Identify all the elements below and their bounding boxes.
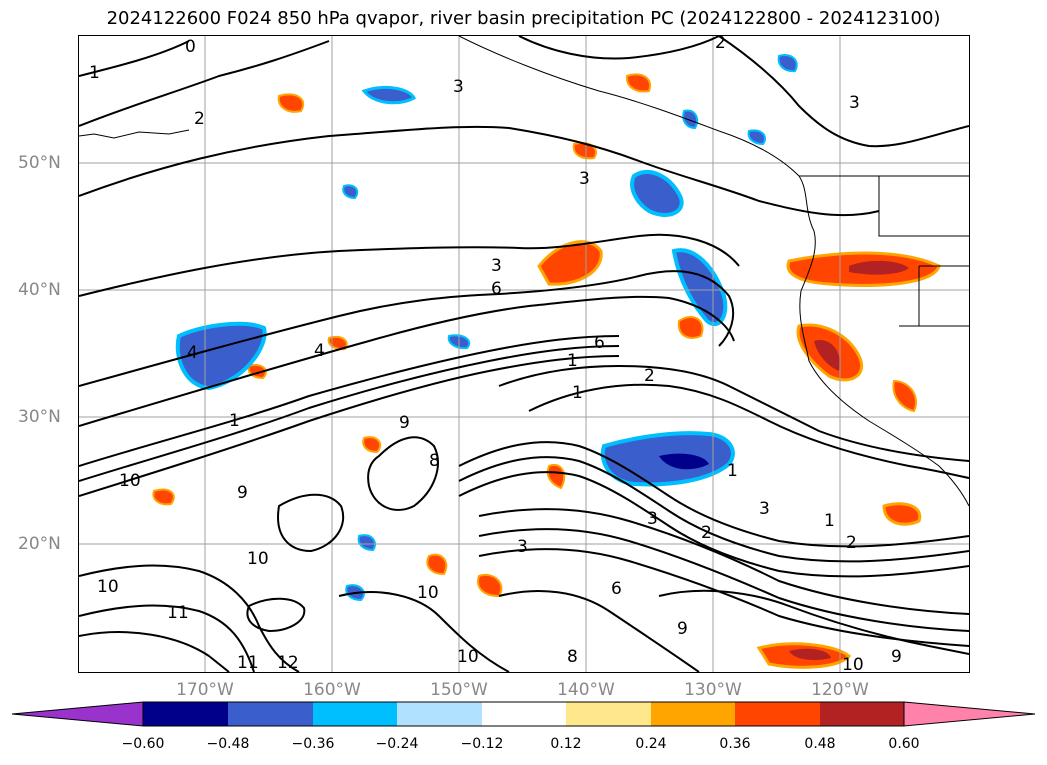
contour-label: 2	[701, 523, 712, 543]
contour-label: 3	[849, 93, 860, 113]
contour-label: 9	[399, 413, 410, 433]
contour-label: 4	[187, 343, 198, 363]
contour-label: 9	[237, 483, 248, 503]
contour-label: 9	[677, 619, 688, 639]
contour-label: 3	[491, 256, 502, 276]
contour-label: 2	[715, 36, 726, 53]
contour-label: 10	[247, 549, 269, 569]
colorbar-tick-label: −0.24	[375, 736, 419, 752]
contour-label: 6	[594, 333, 605, 353]
contour-label: 8	[429, 451, 440, 471]
lat-label-20n: 20°N	[18, 534, 61, 554]
contour-label: 10	[417, 583, 439, 603]
colorbar-tick-label: −0.12	[460, 736, 504, 752]
contour-label: 11	[237, 653, 259, 672]
colorbar-tick-label: 0.24	[635, 736, 667, 752]
colorbar	[11, 701, 1036, 727]
colorbar-tick-label: −0.36	[291, 736, 335, 752]
colorbar-segment	[397, 702, 482, 726]
colorbar-tick-label: −0.48	[206, 736, 250, 752]
colorbar-segment	[11, 701, 144, 727]
colorbar-segment	[228, 702, 313, 726]
contour-label: 11	[167, 603, 189, 623]
lat-label-40n: 40°N	[18, 280, 61, 300]
contour-label: 10	[842, 655, 864, 672]
colorbar-tick-label: −0.60	[121, 736, 165, 752]
contour-label: 3	[453, 77, 464, 97]
lon-label-140w: 140°W	[557, 680, 615, 700]
contour-label: 10	[119, 471, 141, 491]
contour-label: 1	[727, 461, 738, 481]
contour-labels: 0 1 2 3 3 3 6 4 4 1 6 2 1 1 10 9 9 8 1 3…	[89, 36, 902, 672]
colorbar-tick-label: 0.12	[550, 736, 582, 752]
lon-label-120w: 120°W	[811, 680, 869, 700]
contour-label: 1	[229, 411, 240, 431]
colorbar-segment	[482, 702, 566, 726]
colorbar-segment	[566, 702, 651, 726]
contour-label: 6	[491, 279, 502, 299]
contour-label: 8	[567, 647, 578, 667]
contour-label: 3	[517, 537, 528, 557]
colorbar-segment	[735, 702, 820, 726]
vapor-contours	[79, 36, 969, 672]
colorbar-tick-label: 0.48	[804, 736, 836, 752]
colorbar-segment	[820, 702, 904, 726]
contour-label: 2	[846, 533, 857, 553]
contour-label: 10	[97, 577, 119, 597]
contour-label: 10	[457, 647, 479, 667]
contour-label: 1	[824, 511, 835, 531]
contour-label: 1	[572, 383, 583, 403]
contour-label: 6	[611, 579, 622, 599]
lon-label-170w: 170°W	[176, 680, 234, 700]
contour-label: 3	[647, 509, 658, 529]
colorbar-segment	[651, 702, 735, 726]
contour-label: 2	[194, 109, 205, 129]
contour-label: 2	[644, 366, 655, 386]
contour-label: 0	[185, 37, 196, 57]
lon-label-160w: 160°W	[303, 680, 361, 700]
contour-label: 1	[89, 63, 100, 83]
contour-label: 9	[891, 647, 902, 667]
colorbar-tick-label: 0.60	[888, 736, 920, 752]
colorbar-tick-label: 0.36	[719, 736, 751, 752]
precip-negative-areas	[175, 54, 798, 602]
colorbar-segment	[903, 701, 1036, 727]
contour-label: 1	[567, 351, 578, 371]
lon-label-150w: 150°W	[430, 680, 488, 700]
colorbar-segment	[143, 702, 228, 726]
lat-label-50n: 50°N	[18, 153, 61, 173]
contour-label: 3	[579, 169, 590, 189]
contour-label: 12	[277, 653, 299, 672]
contour-label: 3	[759, 499, 770, 519]
coastline	[79, 36, 969, 507]
lon-label-130w: 130°W	[684, 680, 742, 700]
graticule	[79, 36, 969, 672]
contour-label: 4	[314, 341, 325, 361]
map-canvas: 0 1 2 3 3 3 6 4 4 1 6 2 1 1 10 9 9 8 1 3…	[79, 36, 969, 672]
map-title: 2024122600 F024 850 hPa qvapor, river ba…	[106, 8, 941, 29]
colorbar-segment	[313, 702, 397, 726]
map-panel: 0 1 2 3 3 3 6 4 4 1 6 2 1 1 10 9 9 8 1 3…	[79, 36, 969, 672]
lat-label-30n: 30°N	[18, 407, 61, 427]
